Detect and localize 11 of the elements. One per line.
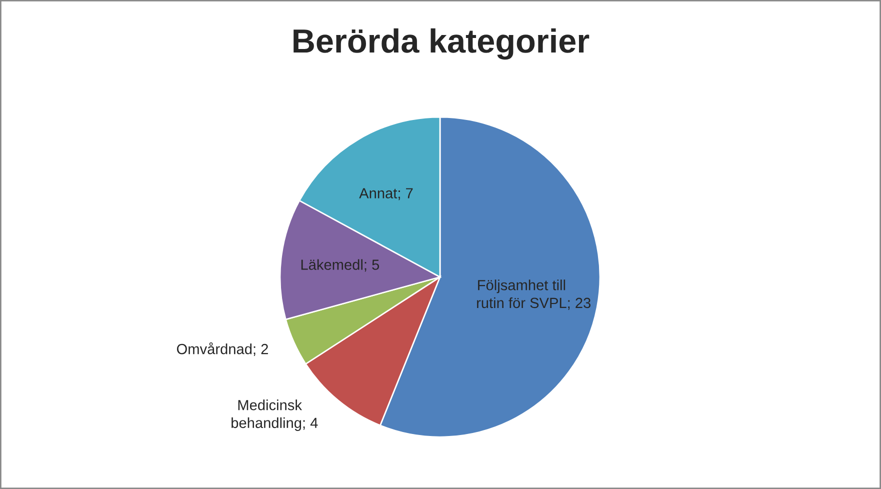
data-label: ; 2 [254, 344, 268, 356]
chart-title: Berörda kategorier [294, 28, 590, 60]
slice-label: Omvårdnad [176, 342, 252, 354]
data-label: ; 4 [303, 418, 318, 430]
slice-label: Medicinsk behandling [232, 400, 302, 431]
data-label: ; 23 [568, 298, 591, 310]
data-label: ; 7 [398, 188, 413, 200]
data-label: ; 5 [364, 260, 380, 272]
slice-label: Följsamhet till rutin för SVPL [477, 280, 566, 308]
slice-label: Annat [359, 188, 398, 198]
slice-label: Läkemedl [301, 259, 362, 270]
